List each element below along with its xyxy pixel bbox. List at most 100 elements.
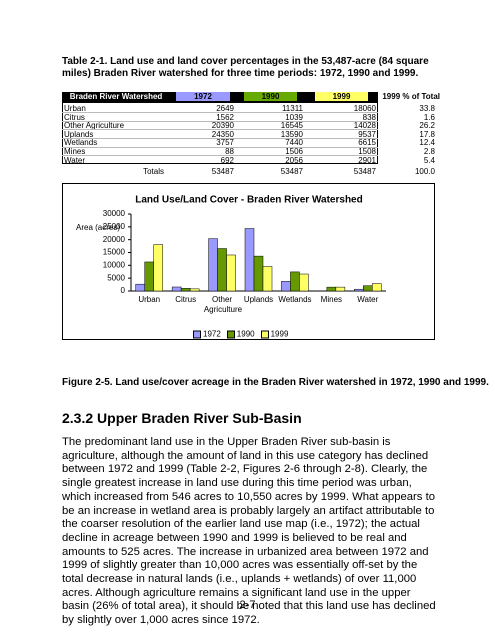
table-cell: 11311: [281, 104, 303, 113]
x-tick-label: Wetlands: [278, 295, 312, 304]
y-tick-label: 10000: [103, 260, 126, 269]
bar: [253, 255, 264, 292]
table-cell: 2.8: [423, 147, 435, 156]
table-cell: 1508: [358, 147, 376, 156]
table-cell: 1.6: [423, 112, 435, 122]
bar: [281, 281, 291, 292]
bar: [180, 288, 191, 292]
table-cell: Wetlands: [64, 138, 98, 148]
row-rule: [62, 129, 378, 131]
table-cell: 838: [362, 112, 376, 122]
legend-label: 1999: [270, 329, 289, 339]
header-text: 1990: [243, 92, 298, 101]
x-tick-label: Urban: [138, 295, 161, 304]
chart-svg: Land Use/Land Cover - Braden River Water…: [76, 195, 386, 295]
totals-cell: 53487: [353, 167, 376, 176]
table-cell: 7440: [285, 138, 303, 148]
bar: [217, 248, 227, 292]
bar: [335, 286, 346, 292]
table-cell: Other Agriculture: [64, 121, 125, 131]
x-tick-label: Water: [357, 295, 379, 304]
header-cell: 1999 % of Total: [378, 92, 440, 102]
totals-cell: 53487: [280, 167, 303, 176]
legend-label: 1972: [203, 329, 221, 339]
table-cell: Urban: [64, 104, 86, 113]
table-cell: Mines: [64, 147, 86, 156]
x-tick-label: Uplands: [243, 295, 274, 304]
header-text: 1999: [314, 92, 369, 101]
totals-cell: 53487: [211, 167, 234, 176]
totals-cell: Totals: [143, 167, 164, 176]
paragraph: The predominant land use in the Upper Br…: [62, 436, 436, 627]
table-cell: 20390: [211, 121, 234, 131]
y-tick-label: 15000: [103, 248, 126, 257]
header-cell: 1972: [170, 92, 236, 102]
table-cell: 1562: [216, 112, 234, 122]
table-cell: 17.8: [419, 129, 435, 139]
table-cell: 2649: [216, 104, 234, 113]
y-tick-label: 5000: [107, 273, 125, 282]
header-cell: 1990: [236, 92, 305, 102]
header-text: 1972: [176, 92, 230, 101]
legend: 1972 1990 1999: [193, 330, 288, 339]
table-cell: 1506: [285, 147, 303, 156]
table-cell: 2056: [285, 155, 303, 165]
legend-item: 1972: [193, 330, 221, 339]
table-cell: 24350: [211, 129, 234, 139]
bar: [354, 288, 364, 292]
table-cell: 2901: [358, 155, 376, 165]
row-rule: [62, 146, 378, 148]
page-number: 2-7: [239, 599, 256, 611]
table-cell: 12.4: [419, 138, 435, 148]
table-grid: [62, 102, 378, 164]
bar: [189, 288, 200, 292]
legend-label: 1990: [236, 329, 255, 339]
header-text: Braden River Watershed: [69, 92, 163, 101]
table-cell: Citrus: [64, 112, 85, 122]
legend-item: 1999: [260, 329, 289, 339]
header-cell: Braden River Watershed: [62, 92, 170, 102]
row-rule: [62, 155, 378, 157]
table-cell: 33.8: [419, 104, 435, 113]
table-cell: 13590: [280, 129, 303, 139]
table-cell: 18060: [353, 104, 376, 113]
table-cell: 692: [220, 155, 234, 165]
bar: [244, 228, 255, 292]
table-cell: 9537: [358, 129, 376, 139]
bar: [372, 283, 382, 292]
table-cell: Uplands: [64, 129, 94, 139]
table-cell: 16545: [280, 121, 303, 131]
x-tick-label: Mines: [320, 295, 343, 304]
bar: [226, 254, 236, 292]
table-cell: 1039: [285, 112, 303, 122]
chart-title: Land Use/Land Cover - Braden River Water…: [135, 195, 362, 206]
x-tick-label: Citrus: [175, 295, 197, 304]
table-cell: Water: [64, 155, 86, 165]
legend-swatch: [260, 330, 269, 338]
header-text: 1999 % of Total: [382, 92, 440, 101]
bar: [363, 285, 373, 292]
totals-cell: 100.0: [414, 167, 435, 176]
y-tick-label: 20000: [103, 235, 126, 244]
bar: [326, 286, 337, 292]
row-rule: [62, 120, 378, 122]
table-cell: 6615: [358, 138, 376, 148]
table-cell: 5.4: [423, 155, 435, 165]
legend-swatch: [193, 330, 201, 338]
y-tick-label: 30000: [103, 209, 126, 218]
bar: [299, 273, 309, 292]
table-cell: 3757: [216, 138, 234, 148]
section-heading: 2.3.2 Upper Braden River Sub-Basin: [62, 410, 302, 426]
bar: [262, 266, 273, 292]
table-caption: Table 2-1. Land use and land cover perce…: [62, 56, 429, 79]
legend-item: 1990: [226, 329, 255, 339]
bar: [208, 238, 218, 292]
table-cell: 88: [225, 147, 234, 156]
bar: [290, 271, 300, 292]
header-cell: 1999: [305, 92, 378, 102]
chart: Land Use/Land Cover - Braden River Water…: [62, 183, 435, 340]
bar: [153, 244, 163, 292]
table-cell: 14028: [353, 121, 376, 131]
figure-caption: Figure 2-5. Land use/cover acreage in th…: [62, 377, 489, 388]
